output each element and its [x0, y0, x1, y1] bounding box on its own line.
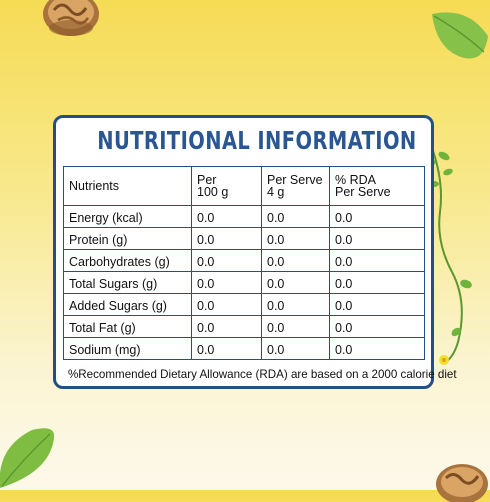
nutrient-name: Sodium (mg) [63, 337, 192, 360]
per-serve-value: 0.0 [261, 315, 330, 338]
stevia-vine-image [424, 147, 472, 365]
per-100g-value: 0.0 [191, 227, 262, 250]
nutrient-name: Energy (kcal) [63, 205, 192, 228]
header-per-100g-line2: 100 g [197, 185, 229, 199]
per-100g-value: 0.0 [191, 293, 262, 316]
header-per-100g-line1: Per [197, 173, 217, 187]
nutrient-name: Total Sugars (g) [63, 271, 192, 294]
header-per-serve-line2: 4 g [267, 185, 285, 199]
rda-value: 0.0 [329, 337, 425, 360]
nutrient-name: Total Fat (g) [63, 315, 192, 338]
per-serve-value: 0.0 [261, 293, 330, 316]
table-row: Protein (g) 0.0 0.0 0.0 [63, 227, 425, 250]
rda-value: 0.0 [329, 271, 425, 294]
rda-value: 0.0 [329, 293, 425, 316]
table-row: Energy (kcal) 0.0 0.0 0.0 [63, 205, 425, 228]
nutrient-name: Added Sugars (g) [63, 293, 192, 316]
nutrition-card: NUTRITIONAL INFORMATION Nutrients Per 10… [53, 115, 457, 389]
walnut-image-top [43, 0, 99, 36]
rda-value: 0.0 [329, 315, 425, 338]
per-serve-value: 0.0 [261, 249, 330, 272]
rda-value: 0.0 [329, 205, 425, 228]
leaf-image-bottom-left [0, 428, 55, 488]
header-rda-line1: % RDA [335, 173, 376, 187]
rda-value: 0.0 [329, 249, 425, 272]
table-row: Carbohydrates (g) 0.0 0.0 0.0 [63, 249, 425, 272]
table-row: Total Sugars (g) 0.0 0.0 0.0 [63, 271, 425, 294]
per-serve-value: 0.0 [261, 227, 330, 250]
per-100g-value: 0.0 [191, 205, 262, 228]
table-row: Sodium (mg) 0.0 0.0 0.0 [63, 337, 425, 360]
per-serve-value: 0.0 [261, 205, 330, 228]
per-100g-value: 0.0 [191, 315, 262, 338]
header-per-serve-line1: Per Serve [267, 173, 323, 187]
table-header-row: Nutrients Per 100 g Per Serve 4 g % RDA … [63, 166, 425, 206]
nutrition-table: Nutrients Per 100 g Per Serve 4 g % RDA … [63, 166, 425, 360]
nutrient-name: Carbohydrates (g) [63, 249, 192, 272]
header-nutrients-text: Nutrients [69, 179, 120, 193]
nutrient-name: Protein (g) [63, 227, 192, 250]
table-row: Added Sugars (g) 0.0 0.0 0.0 [63, 293, 425, 316]
per-100g-value: 0.0 [191, 249, 262, 272]
walnut-image-bottom [436, 464, 488, 502]
header-rda: % RDA Per Serve [329, 166, 425, 206]
header-per-serve: Per Serve 4 g [261, 166, 330, 206]
header-nutrients: Nutrients [63, 166, 192, 206]
leaf-image-top-right [432, 12, 488, 59]
per-serve-value: 0.0 [261, 271, 330, 294]
rda-footnote: %Recommended Dietary Allowance (RDA) are… [68, 368, 457, 381]
header-rda-line2: Per Serve [335, 185, 391, 199]
per-100g-value: 0.0 [191, 337, 262, 360]
per-serve-value: 0.0 [261, 337, 330, 360]
header-per-100g: Per 100 g [191, 166, 262, 206]
rda-value: 0.0 [329, 227, 425, 250]
card-title: NUTRITIONAL INFORMATION [97, 126, 417, 155]
table-row: Total Fat (g) 0.0 0.0 0.0 [63, 315, 425, 338]
per-100g-value: 0.0 [191, 271, 262, 294]
